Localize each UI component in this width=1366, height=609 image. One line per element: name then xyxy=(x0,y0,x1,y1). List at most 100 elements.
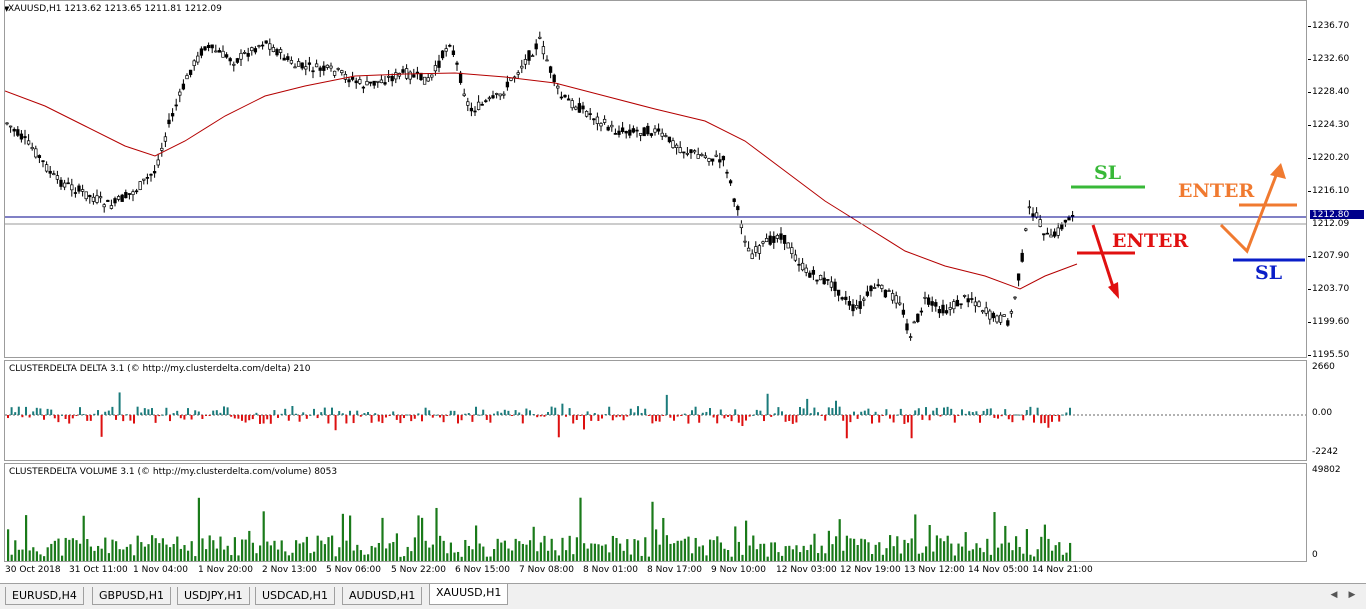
volume-bar xyxy=(838,519,841,561)
delta-bar xyxy=(345,415,348,424)
candle-body xyxy=(523,59,528,65)
delta-bar xyxy=(79,407,81,415)
tab-usdcad-h1[interactable]: USDCAD,H1 xyxy=(255,587,335,605)
volume-bar xyxy=(921,552,924,561)
candle-body xyxy=(563,94,567,98)
volume-bar xyxy=(115,541,118,561)
delta-bar xyxy=(748,415,751,417)
volume-bar xyxy=(871,554,874,561)
delta-bar xyxy=(572,415,575,424)
delta-bar xyxy=(363,413,366,415)
tab-usdjpy-h1[interactable]: USDJPY,H1 xyxy=(177,587,250,605)
candle-body xyxy=(952,301,956,310)
candle-body xyxy=(638,132,643,136)
volume-bar xyxy=(730,556,733,561)
candle-body xyxy=(754,246,758,253)
volume-bar xyxy=(284,551,287,561)
delta-bar xyxy=(485,415,488,420)
volume-bar xyxy=(255,553,258,561)
candle-body xyxy=(62,182,67,188)
candle-body xyxy=(883,289,888,298)
volume-bar xyxy=(43,556,46,561)
delta-bar xyxy=(428,410,431,415)
volume-bar xyxy=(338,547,341,561)
volume-bar xyxy=(773,542,776,561)
volume-bar xyxy=(32,547,35,561)
candle-body xyxy=(602,118,607,123)
candle-body xyxy=(772,236,776,243)
volume-bar xyxy=(97,545,100,561)
volume-bar xyxy=(122,549,125,561)
delta-bar xyxy=(241,415,243,421)
candle-body xyxy=(505,81,510,88)
delta-bar xyxy=(122,415,125,422)
candle-body xyxy=(635,129,639,132)
delta-bar xyxy=(593,413,596,415)
candle-body xyxy=(678,147,682,153)
volume-bar xyxy=(518,541,521,561)
delta-bar xyxy=(975,411,978,415)
price-axis-label: 1199.60 xyxy=(1312,317,1350,328)
tab-eurusd-h4[interactable]: EURUSD,H4 xyxy=(5,587,84,605)
volume-bar xyxy=(683,538,686,561)
delta-bar xyxy=(874,411,877,415)
volume-bar xyxy=(295,540,298,561)
chart-menu-arrow-icon[interactable]: ▼ xyxy=(4,5,10,13)
price-axis: 1236.70 1232.60 1228.40 1224.30 1220.20 1216.… xyxy=(1308,0,1366,360)
candle-body xyxy=(296,61,301,67)
delta-bar xyxy=(248,415,251,421)
volume-bar xyxy=(172,543,175,561)
delta-bar xyxy=(341,413,344,415)
tab-audusd-h1[interactable]: AUDUSD,H1 xyxy=(342,587,423,605)
candle-body xyxy=(66,182,70,185)
delta-indicator-pane[interactable]: CLUSTERDELTA DELTA 3.1 (© http://my.clus… xyxy=(4,360,1307,461)
candle-body xyxy=(455,62,459,65)
volume-bar xyxy=(514,538,517,561)
candle-body xyxy=(948,307,952,310)
delta-bar xyxy=(1069,407,1071,415)
volume-bar xyxy=(442,540,445,561)
candle-body xyxy=(347,79,351,83)
delta-bar xyxy=(359,415,362,417)
volume-axis: 49802 0 xyxy=(1308,463,1366,562)
volume-bar xyxy=(39,554,42,561)
delta-bar xyxy=(950,408,953,415)
tab-scroll-right-icon[interactable]: ▶ xyxy=(1348,590,1356,600)
volume-bar xyxy=(143,546,146,561)
volume-bar xyxy=(219,536,222,561)
tab-xauusd-h1[interactable]: XAUUSD,H1 xyxy=(429,584,509,605)
candle-body xyxy=(282,57,286,61)
volume-bar xyxy=(716,536,719,561)
price-chart-pane[interactable]: XAUUSD,H1 1213.62 1213.65 1211.81 1212.0… xyxy=(4,0,1307,358)
delta-bar xyxy=(385,415,387,418)
volume-bar xyxy=(849,538,852,561)
volume-bar xyxy=(377,542,380,561)
candle-body xyxy=(714,154,718,157)
candle-body xyxy=(102,204,106,208)
delta-bar xyxy=(302,412,305,415)
candle-body xyxy=(847,301,852,306)
candle-body xyxy=(314,63,319,68)
candle-body xyxy=(358,79,362,84)
candle-body xyxy=(502,93,506,96)
tab-scroll-left-icon[interactable]: ◀ xyxy=(1330,590,1338,600)
candle-body xyxy=(790,247,794,254)
delta-bar xyxy=(608,406,611,415)
volume-bar xyxy=(359,550,362,561)
candle-body xyxy=(746,247,751,252)
volume-bar xyxy=(385,548,388,561)
candle-body xyxy=(534,43,538,50)
volume-bar xyxy=(903,539,906,561)
tab-gbpusd-h1[interactable]: GBPUSD,H1 xyxy=(92,587,171,605)
delta-bar xyxy=(943,407,945,415)
candle-body xyxy=(26,140,31,145)
candle-body xyxy=(577,103,582,113)
price-axis-label: 1228.40 xyxy=(1312,86,1350,97)
price-axis-label: 1220.20 xyxy=(1312,152,1350,163)
volume-indicator-pane[interactable]: CLUSTERDELTA VOLUME 3.1 (© http://my.clu… xyxy=(4,463,1307,562)
volume-bar xyxy=(791,549,794,561)
volume-bar xyxy=(14,540,17,561)
volume-bar xyxy=(809,544,812,561)
volume-bar xyxy=(370,545,373,561)
volume-bar xyxy=(464,539,467,561)
